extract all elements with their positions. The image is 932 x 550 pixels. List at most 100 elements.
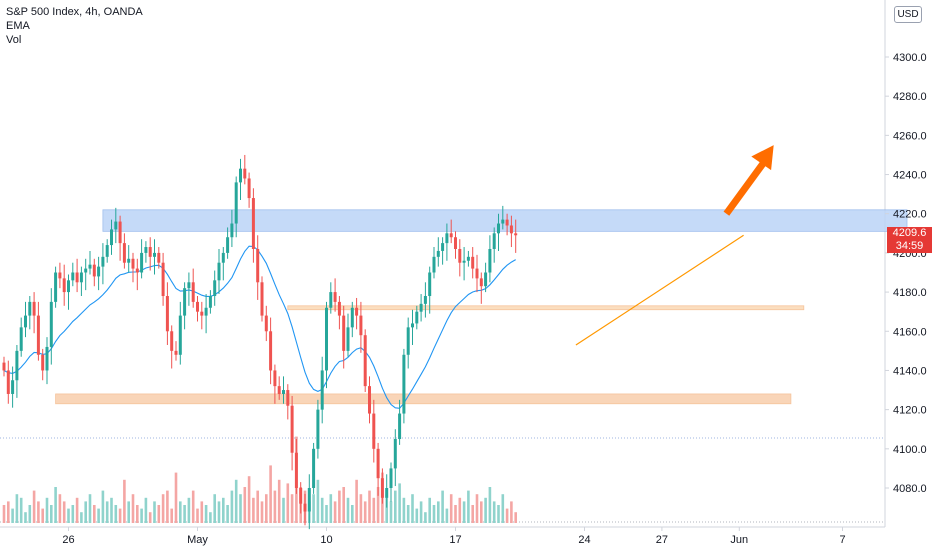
volume-bar [123, 479, 126, 523]
candle-body [505, 219, 509, 226]
candle-body [411, 323, 414, 328]
candle-body [243, 168, 247, 179]
candle-body [127, 258, 131, 263]
candle-body [269, 331, 273, 371]
trendline [575, 234, 744, 346]
candle-body [105, 245, 109, 257]
candle-body [153, 252, 156, 257]
price-tick-label: 4220.0 [893, 209, 927, 221]
candle-body [45, 346, 49, 371]
volume-bar [252, 497, 255, 523]
volume-bar [170, 508, 173, 523]
candle-body [140, 252, 144, 273]
volume-bar [260, 501, 264, 523]
volume-bar [312, 494, 315, 523]
volume-bar [183, 505, 186, 523]
volume-bar [50, 505, 53, 523]
candle-body [282, 390, 285, 394]
candle-body [509, 225, 513, 234]
candle-body [217, 262, 221, 281]
volume-bar [411, 494, 414, 523]
candle-body [329, 292, 333, 308]
volume-bar [71, 505, 75, 523]
candle-body [277, 386, 281, 394]
candle-body [299, 488, 303, 504]
candle-body [333, 292, 337, 302]
ema-indicator-label[interactable]: EMA [6, 20, 30, 32]
volume-bar [217, 501, 221, 523]
volume-bar [234, 479, 238, 523]
symbol-title: S&P 500 Index, 4h, OANDA [6, 6, 143, 18]
last-price-value: 4209.6 [892, 227, 927, 239]
candle-body [325, 307, 328, 371]
candle-body [256, 248, 260, 283]
candle-body [165, 296, 169, 332]
volume-bar [505, 508, 509, 523]
volume-bar [24, 512, 27, 523]
volume-bar [226, 505, 229, 523]
candle-body [41, 354, 45, 371]
projection-arrow-head [751, 145, 774, 171]
volume-bar [355, 479, 358, 523]
candle-body [346, 327, 350, 351]
candle-body [32, 301, 36, 316]
time-tick-label: 10 [320, 534, 332, 546]
volume-bar [161, 494, 165, 523]
candle-body [191, 282, 195, 302]
candle-body [230, 223, 234, 238]
volume-bar [93, 505, 96, 523]
candle-body [187, 282, 191, 289]
volume-bar [239, 494, 242, 523]
volume-bar [136, 505, 139, 523]
volume-bar [88, 494, 92, 523]
candle-body [15, 350, 19, 381]
candle-body [110, 229, 113, 246]
price-tick-label: 4160.0 [893, 326, 927, 338]
candle-body [196, 301, 199, 312]
volume-bar [480, 501, 483, 523]
candle-body [2, 362, 6, 371]
candle-body [320, 370, 324, 410]
candle-body [436, 250, 440, 257]
volume-bar [333, 501, 337, 523]
volume-bar [37, 501, 40, 523]
price-tick-label: 4100.0 [893, 444, 927, 456]
volume-bar [174, 472, 178, 523]
volume-bar [484, 497, 487, 523]
candle-body [385, 488, 389, 498]
volume-bar [75, 497, 79, 523]
candle-body [135, 268, 139, 273]
volume-bar [62, 501, 66, 523]
volume-bar [488, 487, 492, 523]
price-tick-label: 4120.0 [893, 405, 927, 417]
volume-bar [247, 476, 251, 523]
currency-button[interactable]: USD [894, 6, 922, 23]
candle-body [183, 288, 187, 316]
volume-bar [209, 512, 212, 523]
volume-bar [110, 497, 113, 523]
time-tick-label: 27 [656, 534, 668, 546]
candle-body [148, 247, 152, 257]
candle-body [28, 301, 32, 316]
candle-body [342, 315, 346, 351]
candle-body [462, 260, 466, 263]
volume-indicator-label[interactable]: Vol [6, 34, 22, 46]
volume-bar [131, 494, 135, 523]
volume-bar [475, 494, 479, 523]
volume-bar [157, 505, 161, 523]
volume-bar [144, 497, 148, 523]
resistance-zone [102, 209, 908, 232]
volume-bar [45, 497, 49, 523]
volume-bar [394, 490, 397, 523]
candle-body [221, 252, 225, 263]
candle-body [428, 272, 432, 297]
volume-bar [196, 508, 199, 523]
candle-body [445, 233, 449, 244]
candle-body [71, 272, 75, 281]
candle-body [144, 247, 148, 253]
volume-bar [290, 494, 294, 523]
candle-body [67, 280, 70, 293]
volume-bar [514, 512, 517, 523]
candle-body [24, 315, 27, 328]
